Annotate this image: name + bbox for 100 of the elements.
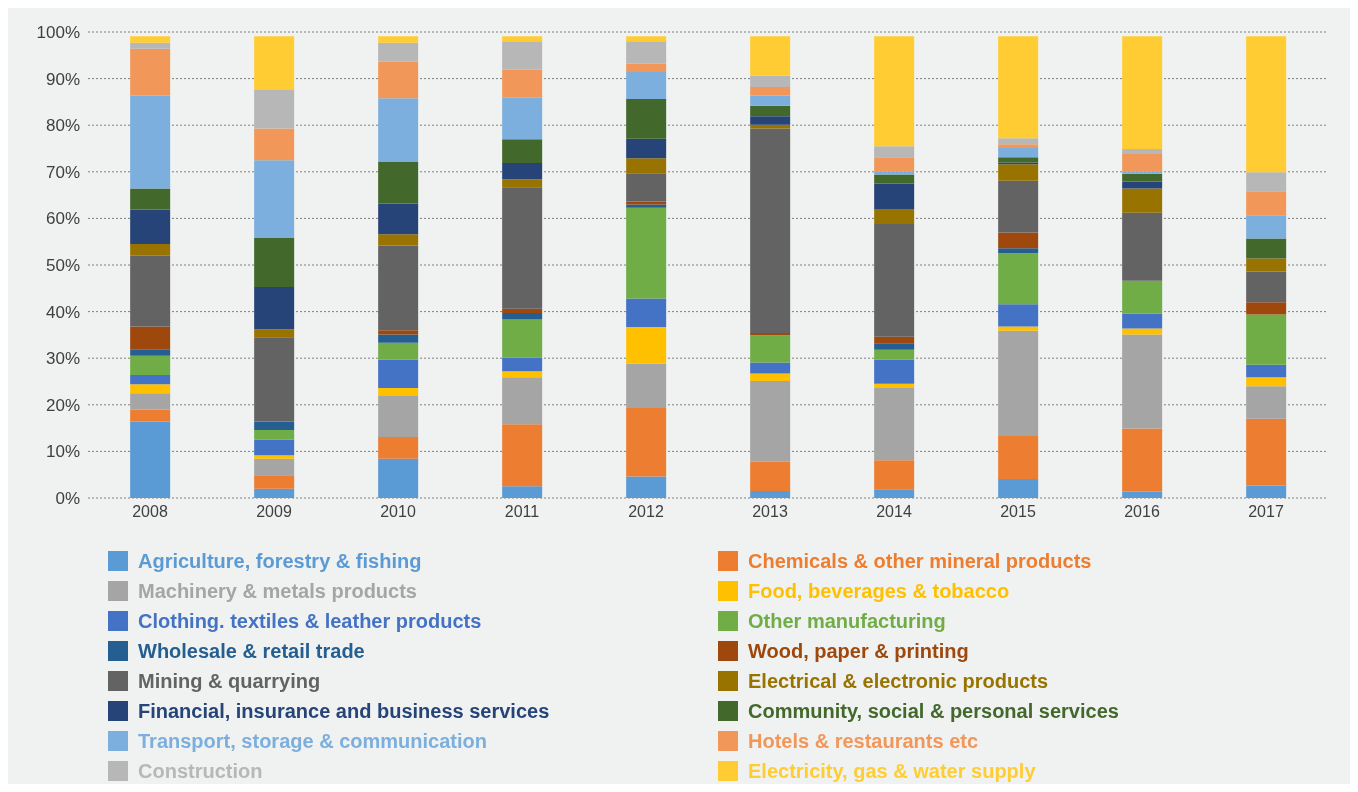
bar: [1246, 314, 1287, 365]
bar: [1246, 377, 1287, 387]
bar: [130, 409, 171, 422]
bar: [130, 355, 171, 375]
bar: [626, 363, 667, 409]
y-tick-label: 60%: [45, 209, 80, 229]
bar: [750, 105, 791, 117]
bar: [502, 486, 543, 498]
legend-label: Financial, insurance and business services: [138, 699, 550, 723]
bar: [254, 421, 295, 430]
y-tick-label: 50%: [45, 256, 80, 276]
bar: [378, 359, 419, 389]
x-tick-label: 2014: [876, 503, 912, 521]
bar: [998, 164, 1039, 181]
bar: [998, 253, 1039, 305]
bar: [254, 458, 295, 476]
bar: [626, 173, 667, 202]
bar: [874, 146, 915, 158]
bar: [1246, 364, 1287, 378]
bar: [130, 209, 171, 245]
bar: [998, 436, 1039, 479]
bar: [502, 377, 543, 425]
bar: [378, 395, 419, 437]
y-tick-label: 100%: [36, 23, 80, 43]
bar: [874, 359, 915, 384]
bar: [378, 342, 419, 360]
bar: [502, 371, 543, 378]
bar: [254, 89, 295, 129]
bar: [998, 138, 1039, 145]
bar: [502, 41, 543, 70]
bar: [998, 304, 1039, 327]
bar: [1122, 181, 1163, 189]
x-tick-label: 2017: [1248, 503, 1284, 521]
legend-label: Food, beverages & tobacco: [748, 579, 1010, 603]
bar: [874, 336, 915, 344]
bar: [874, 460, 915, 490]
y-tick-label: 20%: [45, 395, 80, 415]
bar: [998, 36, 1039, 139]
legend-label: Wood, paper & printing: [748, 639, 969, 663]
bar: [750, 373, 791, 382]
y-tick-label: 70%: [45, 162, 80, 182]
bar: [1122, 313, 1163, 329]
bar: [502, 319, 543, 358]
bar: [874, 171, 915, 175]
bar: [750, 75, 791, 87]
bar: [626, 326, 667, 364]
legend-label: Chemicals & other mineral products: [748, 549, 1092, 573]
y-tick-label: 40%: [45, 302, 80, 322]
bar: [254, 439, 295, 456]
bar: [1246, 386, 1287, 419]
bar: [130, 188, 171, 210]
y-tick-label: 30%: [45, 349, 80, 369]
bar: [874, 174, 915, 184]
bar: [130, 255, 171, 327]
legend-label: Mining & quarrying: [138, 669, 321, 693]
bar: [626, 138, 667, 159]
bar: [378, 334, 419, 343]
bar: [1122, 328, 1163, 335]
bar: [1122, 36, 1163, 149]
x-tick-label: 2013: [752, 503, 788, 521]
bar: [626, 36, 667, 42]
bar: [750, 335, 791, 363]
legend-label: Agriculture, forestry & fishing: [138, 549, 422, 573]
bar: [254, 36, 295, 90]
bar: [502, 97, 543, 140]
bar: [1246, 418, 1287, 486]
bar: [254, 237, 295, 287]
bar: [1246, 215, 1287, 239]
bar: [874, 388, 915, 461]
bar: [1246, 172, 1287, 192]
y-tick-label: 90%: [45, 69, 80, 89]
bar: [1122, 148, 1163, 155]
x-tick-label: 2012: [628, 503, 664, 521]
legend-label: Other manufacturing: [748, 609, 946, 633]
bar: [750, 381, 791, 462]
bar: [998, 144, 1039, 149]
legend-label: Electrical & electronic products: [748, 669, 1049, 693]
bar: [1122, 212, 1163, 281]
bar: [874, 383, 915, 389]
bar: [130, 95, 171, 189]
y-tick-label: 80%: [45, 116, 80, 136]
bar: [750, 491, 791, 498]
bar: [502, 139, 543, 163]
bar: [1122, 428, 1163, 492]
bar: [750, 461, 791, 492]
bar: [1246, 238, 1287, 259]
bar: [874, 209, 915, 224]
bar: [502, 162, 543, 180]
bar: [998, 326, 1039, 331]
bar: [254, 455, 295, 459]
bar: [998, 180, 1039, 233]
bar: [254, 329, 295, 338]
bar: [254, 429, 295, 440]
bar: [626, 298, 667, 327]
bar: [1246, 191, 1287, 216]
bar: [1122, 188, 1163, 213]
bar: [254, 160, 295, 238]
legend-label: Wholesale & retail trade: [138, 639, 365, 663]
bar: [378, 98, 419, 162]
bar: [1122, 171, 1163, 174]
